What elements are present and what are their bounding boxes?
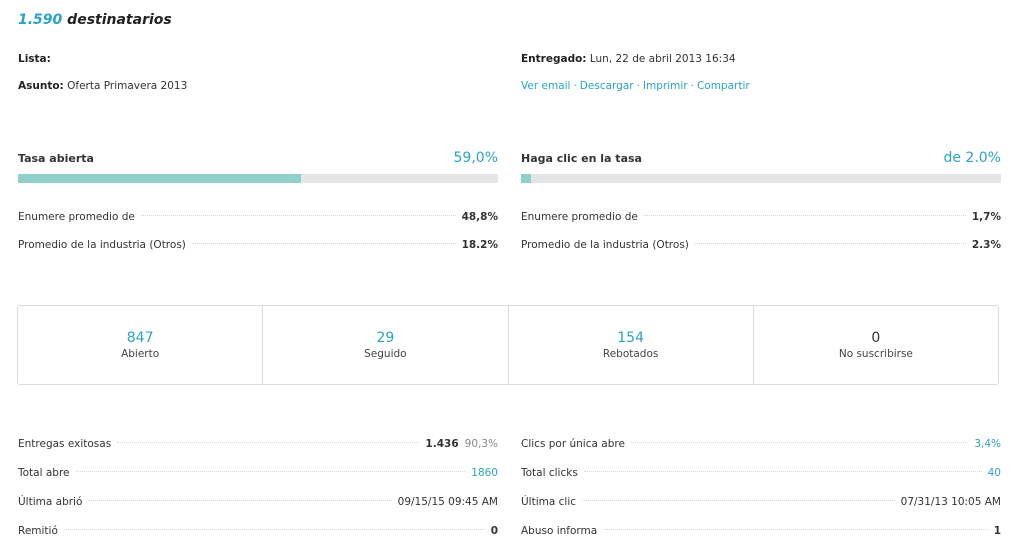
dot-leader [63, 529, 485, 530]
last-click-row: Última clic 07/31/13 10:05 AM [521, 488, 1001, 517]
stat-clicked[interactable]: 29 Seguido [263, 306, 509, 384]
row-value: 07/31/13 10:05 AM [900, 496, 1001, 508]
delivered-value: Lun, 22 de abril 2013 16:34 [589, 53, 736, 65]
dot-leader [191, 243, 456, 244]
row-subvalue: 90,3% [464, 438, 498, 450]
open-industry-average-row: Promedio de la industria (Otros) 18.2% [18, 231, 498, 259]
stat-opened[interactable]: 847 Abierto [18, 306, 264, 384]
open-list-average-row: Enumere promedio de 48,8% [18, 203, 498, 231]
dot-leader [117, 442, 420, 443]
click-rate-value: de 2.0% [943, 150, 1001, 166]
row-label: Última clic [521, 496, 577, 508]
stat-number: 0 [871, 330, 881, 346]
recipient-label: destinatarios [67, 12, 172, 28]
separator: · [690, 80, 694, 92]
abuse-reports-row: Abuso informa 1 [521, 517, 1001, 546]
dot-leader [583, 471, 982, 472]
row-value: 48,8% [461, 211, 498, 223]
share-link[interactable]: Compartir [696, 80, 750, 92]
row-label: Entregas exitosas [18, 438, 112, 450]
page-title: 1.590 destinatarios [18, 12, 172, 28]
stat-label: Abierto [121, 348, 160, 360]
dot-leader [75, 471, 466, 472]
click-rate-section: Haga clic en la tasa de 2.0% Enumere pro… [521, 150, 1001, 259]
dot-leader [694, 243, 966, 244]
action-links: Ver email · Descargar · Imprimir · Compartir [521, 80, 750, 92]
stat-label: Seguido [364, 348, 407, 360]
subject-value: Oferta Primavera 2013 [67, 80, 188, 92]
row-label: Clics por única abre [521, 438, 625, 450]
stat-number: 847 [126, 330, 154, 346]
dot-leader [88, 500, 392, 501]
total-opens-row: Total abre 1860 [18, 459, 498, 488]
open-rate-section: Tasa abierta 59,0% Enumere promedio de 4… [18, 150, 498, 259]
delivered-meta: Entregado: Lun, 22 de abril 2013 16:34 [521, 53, 736, 65]
clicks-per-open-row: Clics por única abre 3,4% [521, 430, 1001, 459]
dot-leader [582, 500, 895, 501]
row-label: Abuso informa [521, 525, 598, 537]
click-industry-average-row: Promedio de la industria (Otros) 2.3% [521, 231, 1001, 259]
delivery-details: Entregas exitosas 1.436 90,3% Total abre… [18, 430, 498, 546]
total-clicks-row: Total clicks 40 [521, 459, 1001, 488]
click-rate-title: Haga clic en la tasa [521, 152, 642, 165]
row-value: 2.3% [971, 239, 1001, 251]
stat-label: No suscribirse [838, 348, 913, 360]
delivered-label: Entregado: [521, 53, 587, 65]
row-value: 18.2% [461, 239, 498, 251]
stat-unsubscribed[interactable]: 0 No suscribirse [754, 306, 998, 384]
total-clicks-link[interactable]: 40 [987, 467, 1001, 479]
dot-leader [643, 215, 966, 216]
stat-number: 154 [617, 330, 644, 346]
row-label: Enumere promedio de [18, 211, 135, 223]
open-rate-bar-fill [18, 174, 302, 183]
row-value: 0 [490, 525, 498, 537]
row-value: 09/15/15 09:45 AM [397, 496, 498, 508]
row-label: Total clicks [521, 467, 578, 479]
row-value: 3,4% [974, 438, 1001, 450]
stat-bounced[interactable]: 154 Rebotados [509, 306, 754, 384]
subject-meta: Asunto: Oferta Primavera 2013 [18, 80, 187, 92]
total-opens-link[interactable]: 1860 [471, 467, 498, 479]
row-value: 1 [993, 525, 1001, 537]
separator: · [636, 80, 640, 92]
open-rate-value: 59,0% [453, 150, 498, 166]
recipient-count: 1.590 [18, 12, 63, 28]
list-label: Lista: [18, 53, 51, 65]
row-label: Promedio de la industria (Otros) [521, 239, 689, 251]
row-label: Remitió [18, 525, 58, 537]
dot-leader [603, 529, 988, 530]
view-email-link[interactable]: Ver email [521, 80, 571, 92]
dot-leader [630, 442, 969, 443]
stat-number: 29 [376, 330, 395, 346]
open-rate-bar [18, 174, 498, 183]
open-rate-title: Tasa abierta [18, 152, 94, 165]
row-label: Promedio de la industria (Otros) [18, 239, 186, 251]
successful-deliveries-row: Entregas exitosas 1.436 90,3% [18, 430, 498, 459]
separator: · [573, 80, 577, 92]
stats-panel: 847 Abierto 29 Seguido 154 Rebotados 0 N… [17, 305, 999, 385]
download-link[interactable]: Descargar [579, 80, 634, 92]
row-label: Última abrió [18, 496, 83, 508]
list-meta: Lista: [18, 53, 51, 65]
row-label: Total abre [18, 467, 70, 479]
row-value: 1.436 [425, 438, 459, 450]
click-details: Clics por única abre 3,4% Total clicks 4… [521, 430, 1001, 546]
click-list-average-row: Enumere promedio de 1,7% [521, 203, 1001, 231]
last-opened-row: Última abrió 09/15/15 09:45 AM [18, 488, 498, 517]
click-rate-bar-fill [521, 174, 531, 183]
print-link[interactable]: Imprimir [642, 80, 688, 92]
forwarded-row: Remitió 0 [18, 517, 498, 546]
click-rate-bar [521, 174, 1001, 183]
dot-leader [140, 215, 456, 216]
subject-label: Asunto: [18, 80, 64, 92]
row-label: Enumere promedio de [521, 211, 638, 223]
stat-label: Rebotados [602, 348, 659, 360]
row-value: 1,7% [971, 211, 1001, 223]
